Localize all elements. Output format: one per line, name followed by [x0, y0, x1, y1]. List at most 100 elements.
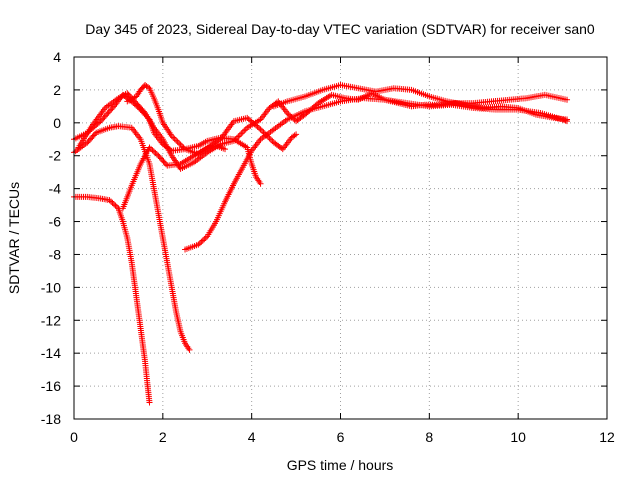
data-marker — [160, 158, 167, 165]
data-marker — [247, 117, 254, 124]
data-marker — [146, 144, 153, 151]
data-marker — [112, 202, 119, 209]
data-marker — [90, 132, 97, 139]
chart-title: Day 345 of 2023, Sidereal Day-to-day VTE… — [85, 21, 595, 37]
data-marker — [149, 147, 156, 154]
data-marker — [131, 98, 138, 105]
data-marker — [293, 131, 300, 138]
y-tick-label: -4 — [49, 181, 62, 197]
data-marker — [136, 104, 143, 111]
x-tick-label: 0 — [70, 429, 78, 445]
y-tick-label: 4 — [53, 49, 61, 65]
data-marker — [253, 122, 260, 129]
y-tick-label: -10 — [41, 279, 61, 295]
data-marker — [100, 115, 107, 122]
data-marker — [239, 129, 246, 136]
data-marker — [145, 84, 152, 91]
y-tick-label: -18 — [41, 411, 61, 427]
data-marker — [108, 198, 115, 205]
data-marker — [201, 236, 208, 243]
data-marker — [179, 143, 186, 150]
axis-ticks: 0 2 4 6 8 10 12 4 2 0 -2 -4 -6 -8 -10 -12 -14 -16 -18 — [41, 49, 615, 445]
data-marker — [135, 102, 142, 109]
data-marker — [561, 117, 568, 124]
data-marker — [199, 237, 206, 244]
data-marker — [238, 130, 245, 137]
data-marker — [269, 138, 276, 145]
data-marker — [101, 113, 108, 120]
data-marker — [153, 151, 160, 158]
data-marker — [198, 238, 205, 245]
data-marker — [140, 108, 147, 115]
data-marker — [170, 134, 177, 141]
x-axis-title: GPS time / hours — [287, 457, 394, 473]
data-marker — [134, 101, 141, 108]
data-marker — [195, 241, 202, 248]
data-marker — [106, 197, 113, 204]
data-marker — [278, 145, 285, 152]
x-tick-label: 12 — [599, 429, 615, 445]
data-marker — [98, 116, 105, 123]
y-tick-label: -6 — [49, 214, 62, 230]
data-marker — [110, 201, 117, 208]
data-marker — [230, 137, 237, 144]
data-marker — [248, 118, 255, 125]
data-marker — [257, 180, 264, 187]
data-marker — [245, 116, 252, 123]
data-marker — [157, 155, 164, 162]
data-marker — [176, 140, 183, 147]
data-marker — [177, 141, 184, 148]
data-marker — [89, 133, 96, 140]
data-marker — [232, 136, 239, 143]
data-marker — [174, 138, 181, 145]
data-marker — [256, 125, 263, 132]
data-marker — [139, 107, 146, 114]
data-marker — [156, 154, 163, 161]
data-marker — [242, 126, 249, 133]
data-marker — [163, 161, 170, 168]
series-track-6 — [124, 81, 229, 158]
series-track-1 — [71, 193, 153, 406]
data-marker — [105, 109, 112, 116]
data-marker — [267, 136, 274, 143]
y-tick-label: 2 — [53, 82, 61, 98]
data-marker — [222, 146, 229, 153]
data-marker — [108, 106, 115, 113]
data-marker — [250, 120, 257, 127]
data-marker — [124, 90, 131, 97]
y-tick-label: -14 — [41, 345, 61, 361]
data-marker — [173, 137, 180, 144]
data-marker — [284, 109, 291, 116]
y-tick-label: 0 — [53, 115, 61, 131]
y-tick-label: -12 — [41, 312, 61, 328]
y-axis-title: SDTVAR / TECUs — [6, 182, 22, 294]
data-marker — [109, 199, 116, 206]
series-track-7 — [182, 95, 571, 253]
data-marker — [85, 138, 92, 145]
data-marker — [236, 132, 243, 139]
data-marker — [196, 240, 203, 247]
data-marker — [186, 346, 193, 353]
y-tick-label: -2 — [49, 148, 62, 164]
data-marker — [106, 107, 113, 114]
data-marker — [266, 135, 273, 142]
data-marker — [291, 132, 298, 139]
data-marker — [171, 135, 178, 142]
data-marker — [259, 127, 266, 134]
data-marker — [159, 156, 166, 163]
data-marker — [161, 159, 168, 166]
data-marker — [84, 139, 91, 146]
y-tick-label: -16 — [41, 378, 61, 394]
data-marker — [146, 399, 153, 406]
data-marker — [86, 136, 93, 143]
data-marker — [257, 126, 264, 133]
data-marker — [244, 114, 251, 121]
data-marker — [147, 145, 154, 152]
data-marker — [241, 127, 248, 134]
y-tick-label: -8 — [49, 246, 62, 262]
data-marker — [202, 234, 209, 241]
data-marker — [233, 134, 240, 141]
data-marker — [125, 91, 132, 98]
data-marker — [138, 105, 145, 112]
data-marker — [564, 116, 571, 123]
